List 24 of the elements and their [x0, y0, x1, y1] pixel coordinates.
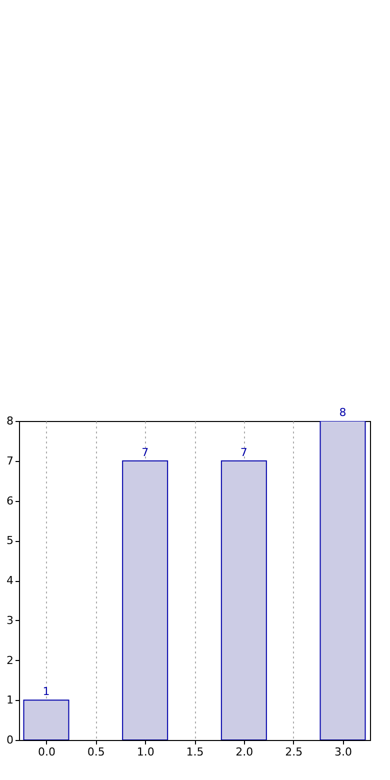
y-tick-label: 6	[6, 494, 14, 508]
x-tick-label: 0.5	[87, 746, 105, 758]
data-label: 8	[339, 406, 346, 419]
bar	[23, 700, 70, 740]
y-tick-label: 2	[6, 654, 14, 667]
bar	[320, 421, 366, 740]
x-tick-label: 2.0	[236, 746, 254, 758]
y-tick-label: 5	[6, 534, 14, 548]
y-tick-label: 0	[6, 734, 14, 746]
bar	[122, 460, 168, 740]
y-tick-label: 8	[6, 414, 14, 428]
x-tick-label: 1.0	[136, 746, 154, 758]
y-tick-label: 1	[6, 694, 14, 707]
y-tick-label: 7	[6, 454, 14, 468]
data-label: 7	[142, 446, 149, 459]
data-label: 1	[42, 685, 50, 698]
y-tick-label: 3	[6, 614, 14, 627]
x-tick-label: 2.5	[285, 746, 303, 758]
bar	[220, 460, 267, 740]
data-label: 7	[240, 446, 248, 459]
y-tick-label: 4	[6, 574, 14, 587]
x-tick-label: 0.0	[38, 746, 56, 758]
x-tick-label: 1.5	[186, 746, 204, 758]
x-tick-label: 3.0	[334, 746, 352, 758]
